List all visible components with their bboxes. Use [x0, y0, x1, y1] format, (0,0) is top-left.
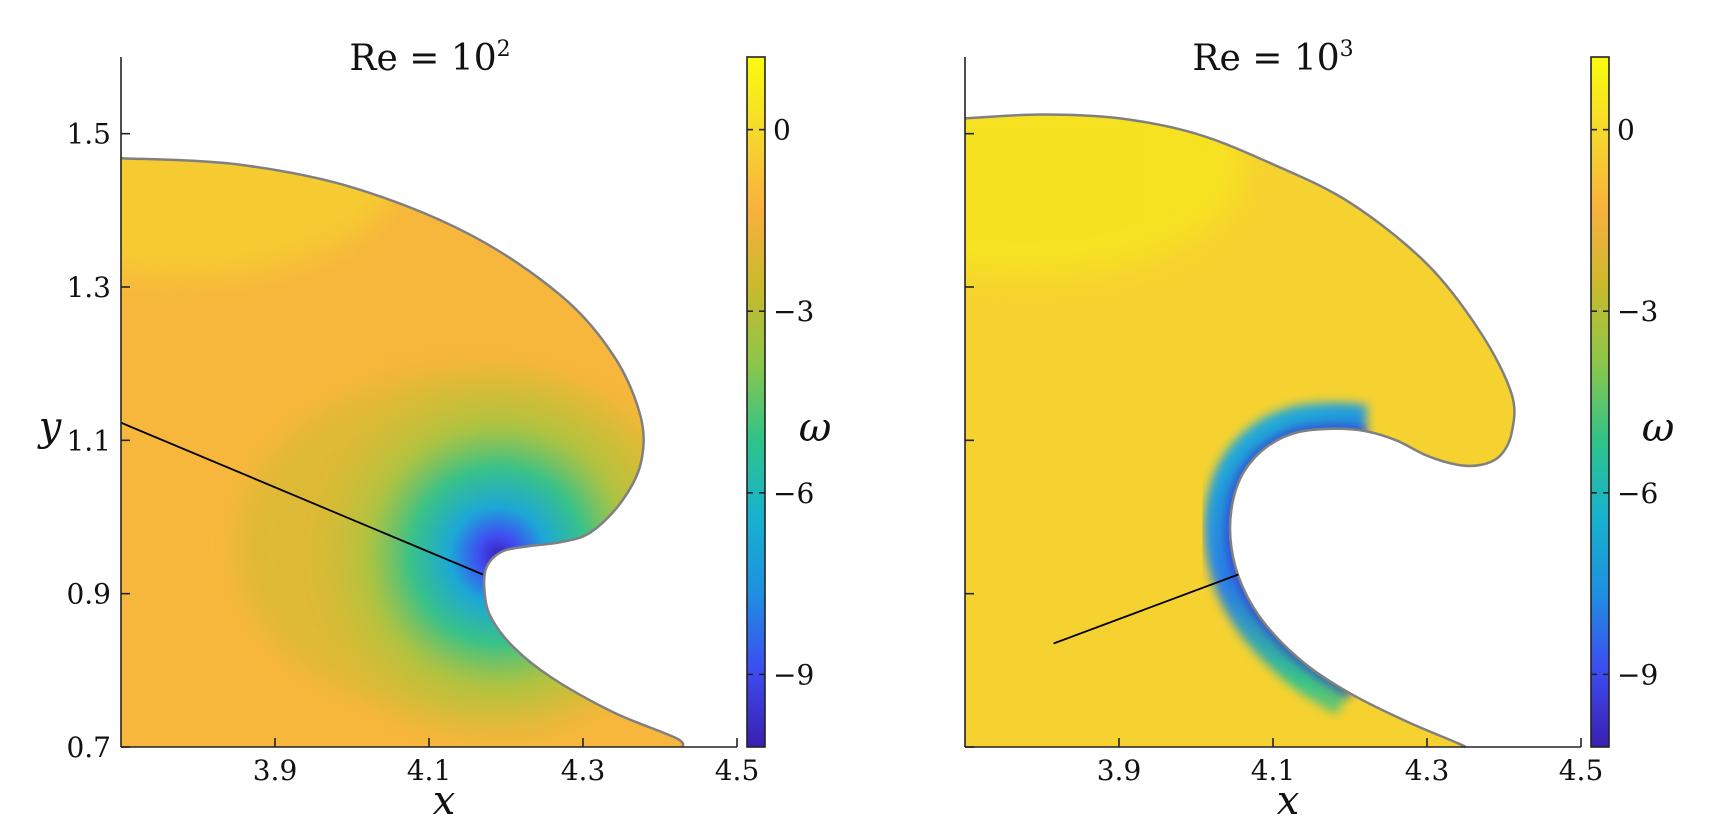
- panel2-colorbar-bar: [1590, 56, 1610, 748]
- panel1-title-exponent: 2: [497, 37, 511, 62]
- colorbar-tick-label: −9: [1617, 658, 1658, 691]
- panel1-colorbar-bar: [746, 56, 766, 748]
- panel1-title-text: Re = 10: [349, 38, 496, 79]
- x-tick-label: 4.3: [1405, 754, 1450, 787]
- panel1-field: [121, 158, 684, 747]
- panel1-y-label: y: [37, 404, 63, 450]
- panel1-colorbar-label: ω: [799, 405, 832, 451]
- panel2-field: [965, 114, 1515, 747]
- panel1-x-label: x: [433, 778, 456, 824]
- panel2-free-surface: [964, 113, 1516, 749]
- panel1-free-surface: [120, 156, 685, 748]
- y-tick-label: 1.5: [66, 118, 111, 151]
- panel2-x-label: x: [1277, 778, 1300, 824]
- x-tick-label: 4.5: [715, 754, 760, 787]
- panel1-colorbar-ticks: 0 −3 −6 −9: [747, 114, 814, 691]
- colorbar-tick-label: −6: [1617, 477, 1658, 510]
- panel2-y-ticks: [965, 132, 974, 748]
- x-tick-label: 3.9: [1097, 754, 1142, 787]
- colorbar-tick-label: −9: [773, 658, 814, 691]
- x-tick-label: 4.1: [407, 754, 452, 787]
- panel2-colorbar-ticks: 0 −3 −6 −9: [1591, 114, 1658, 691]
- panel2-colorbar-label: ω: [1642, 405, 1675, 451]
- colorbar-tick-label: −3: [773, 295, 814, 328]
- x-tick-label: 4.5: [1559, 754, 1604, 787]
- y-tick-label: 1.1: [66, 424, 111, 457]
- panel-re-100: Re = 102 3.9 4.1 4.3 4.5 0.70.91.11.31.5 x …: [37, 37, 832, 824]
- panel1-colorbar: 0 −3 −6 −9 ω: [746, 56, 832, 748]
- colorbar-tick-label: 0: [1617, 114, 1635, 147]
- panel1-y-ticks: 0.7 0.9 1.1 1.3 1.5: [66, 118, 130, 764]
- colorbar-tick-label: −3: [1617, 295, 1658, 328]
- panel1-profile-line: [120, 421, 484, 576]
- x-tick-label: 4.3: [561, 754, 606, 787]
- y-tick-label: 0.7: [66, 731, 111, 764]
- panel2-colorbar: 0 −3 −6 −9 ω: [1590, 56, 1675, 748]
- panel2-title-text: Re = 10: [1192, 38, 1339, 79]
- panel2-field-top-bright: [965, 114, 1245, 277]
- x-tick-label: 4.1: [1251, 754, 1296, 787]
- panel1-title: Re = 102: [349, 37, 510, 79]
- x-tick-label: 3.9: [253, 754, 298, 787]
- panel2-x-ticks: 3.9 4.1 4.3 4.5: [1097, 738, 1604, 787]
- panel1-field-top-bright: [121, 158, 401, 277]
- panel2-profile-line: [1053, 573, 1239, 645]
- panel2-title: Re = 103: [1192, 37, 1353, 79]
- colorbar-tick-label: −6: [773, 477, 814, 510]
- y-tick-label: 1.3: [66, 271, 111, 304]
- panel1-vortex-core: [298, 355, 684, 747]
- colorbar-tick-label: 0: [773, 114, 791, 147]
- y-tick-label: 0.9: [66, 578, 111, 611]
- panel2-title-exponent: 3: [1340, 37, 1354, 62]
- panel1-x-ticks: 3.9 4.1 4.3 4.5: [253, 738, 760, 787]
- panel-re-1000: Re = 103 3.9 4.1 4.3 4.5 x 0 −3 −6 −9 ω: [964, 37, 1675, 824]
